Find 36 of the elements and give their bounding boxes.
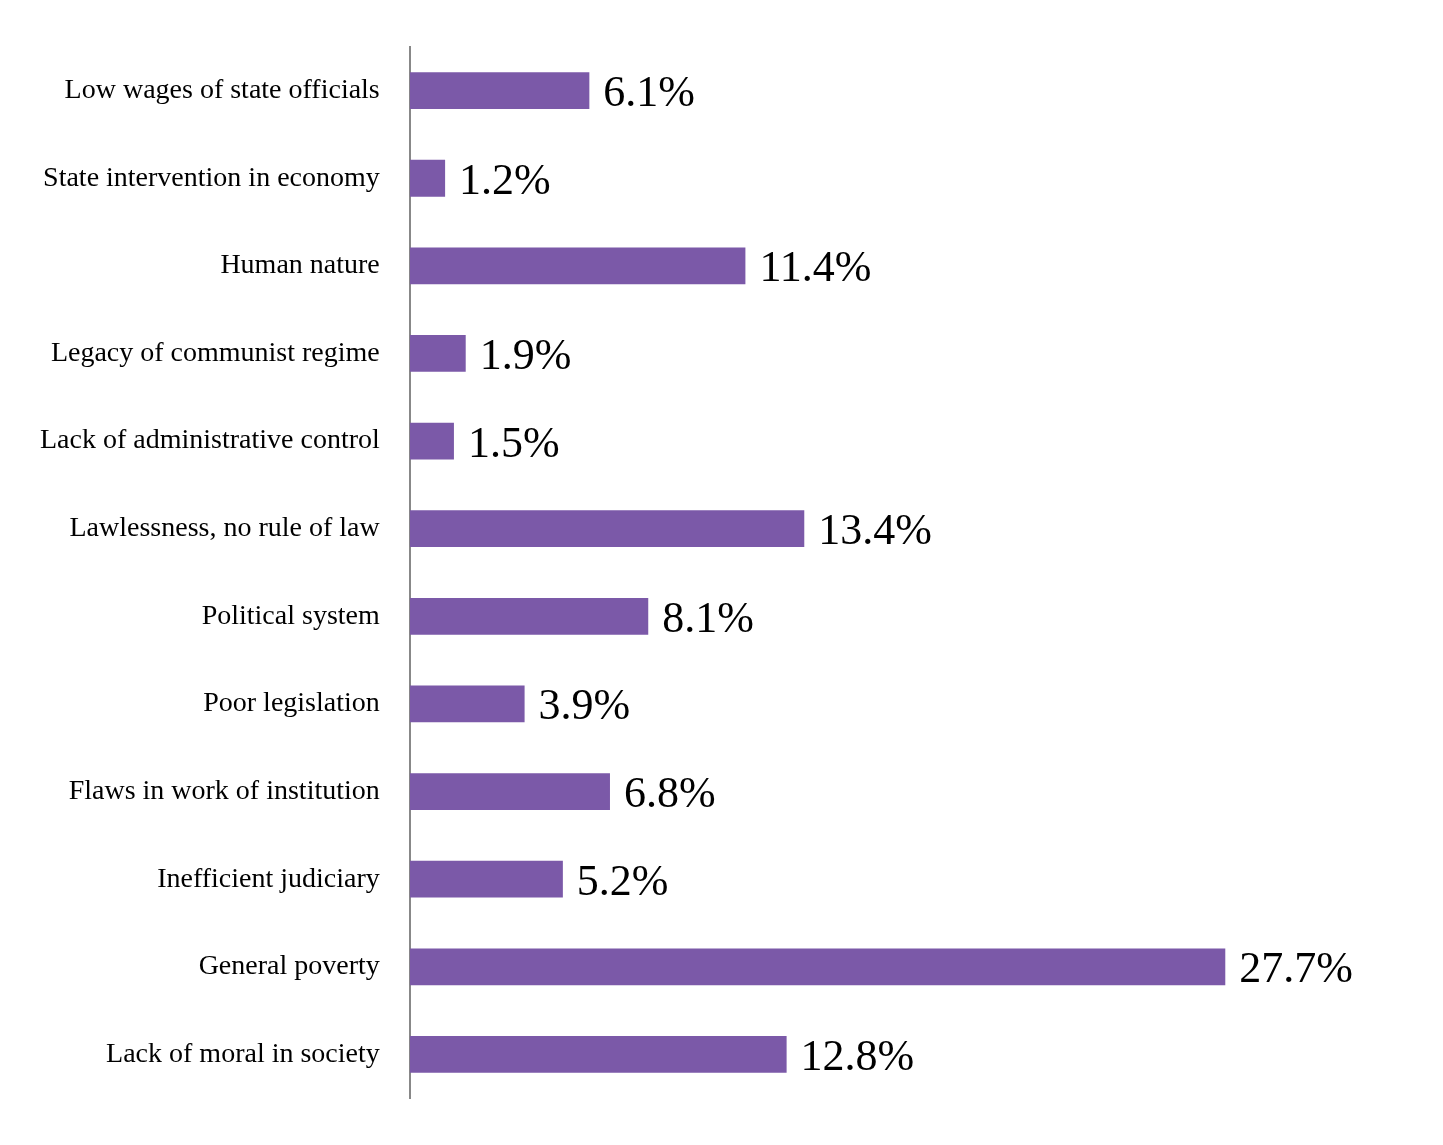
data-label: 3.9% — [538, 680, 631, 730]
y-tick-label: Lack of moral in society — [106, 1036, 380, 1068]
data-label: 1.5% — [467, 417, 560, 467]
bar — [409, 1035, 787, 1073]
data-label: 6.1% — [603, 67, 696, 117]
bar — [409, 422, 454, 460]
data-label: 12.8% — [800, 1030, 915, 1080]
y-tick-label: Legacy of communist regime — [50, 335, 380, 367]
data-label: 1.2% — [459, 154, 551, 204]
bar — [409, 510, 805, 548]
bar — [409, 72, 590, 110]
bar — [409, 335, 466, 372]
bar — [409, 685, 525, 723]
y-tick-label: Flaws in work of institution — [68, 773, 380, 805]
bar — [409, 247, 746, 285]
y-tick-label: Inefficient judiciary — [157, 861, 380, 893]
bar — [409, 948, 1226, 986]
data-label: 27.7% — [1239, 943, 1353, 993]
data-label: 11.4% — [759, 242, 872, 292]
y-tick-label: Political system — [201, 598, 380, 630]
data-label: 6.8% — [623, 768, 716, 818]
bar — [409, 860, 563, 898]
y-tick-label: Poor legislation — [203, 686, 380, 718]
data-label: 13.4% — [818, 505, 932, 555]
data-label: 5.2% — [576, 855, 669, 905]
y-tick-label: Low wages of state officials — [64, 72, 380, 104]
y-tick-label: State intervention in economy — [43, 160, 380, 192]
bar — [409, 159, 446, 197]
y-tick-label: General poverty — [198, 949, 380, 981]
bar — [409, 773, 610, 810]
data-label: 8.1% — [662, 592, 754, 642]
data-label: 1.9% — [479, 330, 572, 380]
y-tick-label: Lack of administrative control — [39, 423, 380, 455]
bar — [409, 597, 649, 635]
y-tick-label: Lawlessness, no rule of law — [69, 511, 381, 543]
y-tick-label: Human nature — [220, 248, 380, 280]
